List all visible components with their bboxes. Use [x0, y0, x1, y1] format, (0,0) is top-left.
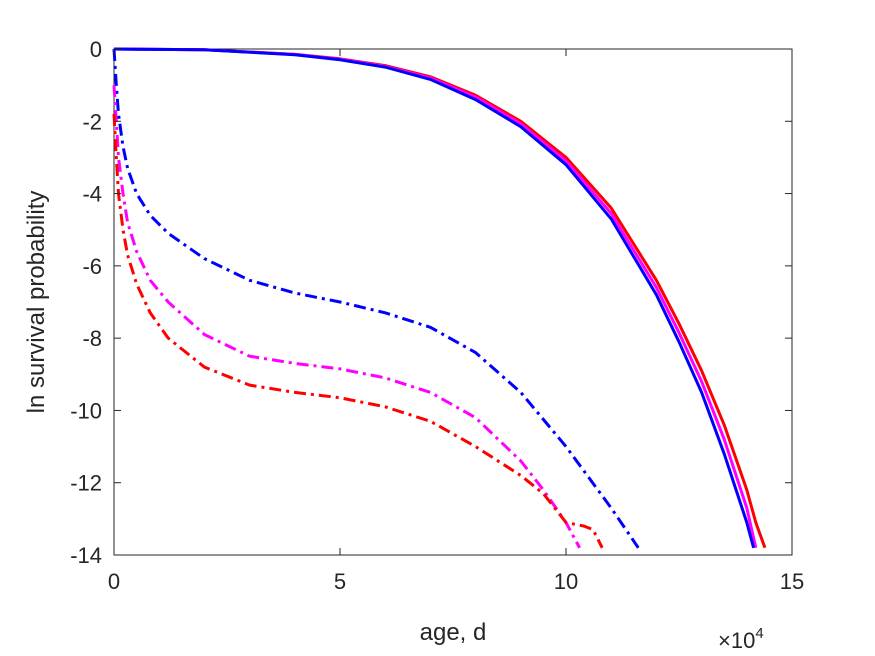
- y-tick-label: -8: [82, 326, 102, 351]
- y-tick-label: -4: [82, 182, 102, 207]
- series-line-4: [112, 48, 640, 549]
- y-tick-label: -10: [70, 398, 102, 423]
- series-line-5: [112, 85, 581, 549]
- y-tick-label: 0: [90, 37, 102, 62]
- series-layer: [112, 47, 767, 549]
- y-axis-label: ln survival probability: [23, 191, 50, 414]
- y-tick-label: -14: [70, 543, 102, 568]
- x-tick-label: 0: [108, 569, 120, 594]
- ticks-layer: 0 5 10 15 0 -2 -4 -6 -8 -10 -12 -14: [70, 37, 804, 594]
- x-axis-exponent: ×104: [718, 625, 764, 653]
- x-axis-exponent-base: ×10: [718, 628, 755, 653]
- plot-area-frame: [113, 48, 793, 556]
- y-tick-label: -12: [70, 471, 102, 496]
- series-line-3: [113, 47, 756, 549]
- x-tick-label: 10: [554, 569, 578, 594]
- x-axis-exponent-power: 4: [755, 625, 763, 642]
- y-tick-label: -2: [82, 109, 102, 134]
- x-axis-label: age, d: [420, 619, 487, 646]
- y-tick-label: -6: [82, 254, 102, 279]
- x-tick-label: 5: [334, 569, 346, 594]
- x-tick-label: 15: [780, 569, 804, 594]
- series-line-6: [112, 114, 604, 549]
